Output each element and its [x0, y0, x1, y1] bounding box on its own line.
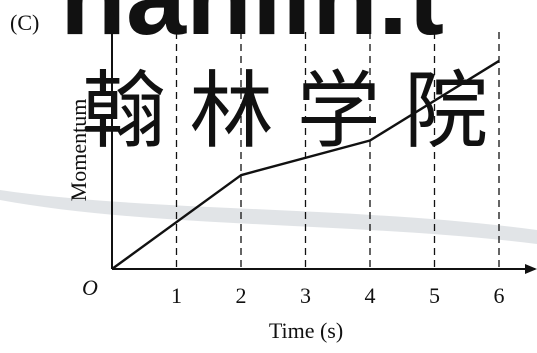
panel-label: (C)	[10, 10, 39, 35]
watermark-latin-text: hanlin.t	[60, 0, 444, 57]
x-tick-label-3: 3	[300, 283, 311, 308]
y-axis-label: Momentum	[66, 99, 91, 202]
x-tick-label-6: 6	[494, 283, 505, 308]
x-tick-label-1: 1	[171, 283, 182, 308]
watermark-cjk-text: 翰 林 学 院	[82, 64, 488, 158]
x-tick-label-4: 4	[365, 283, 376, 308]
x-axis-label: Time (s)	[269, 318, 343, 343]
x-tick-label-2: 2	[236, 283, 247, 308]
origin-label: O	[82, 275, 98, 300]
x-tick-label-5: 5	[429, 283, 440, 308]
x-tick-labels: 1 2 3 4 5 6	[171, 283, 505, 308]
